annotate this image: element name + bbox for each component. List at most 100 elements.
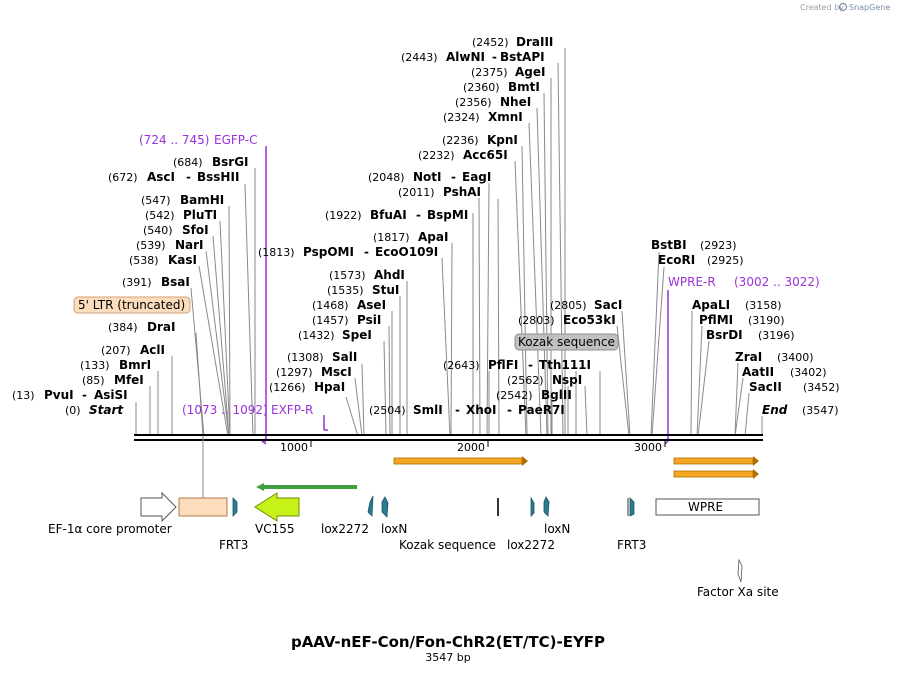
orf-arrow-right-1 — [673, 456, 759, 466]
features — [140, 436, 760, 583]
site-pos: (391) — [122, 276, 152, 289]
site-name: EagI — [462, 170, 491, 184]
site-pos: (540) — [143, 224, 173, 237]
ltr-feature-box — [178, 497, 228, 517]
primer-pos: (724 .. 745) — [139, 133, 209, 147]
wpre-feature-box — [655, 498, 760, 516]
feature-labels: EF-1α core promoter FRT3 VC155 lox2272 l… — [48, 500, 779, 599]
site-pos: (1468) — [312, 299, 349, 312]
ltr-label-box: 5' LTR (truncated) — [73, 296, 191, 314]
frt3-a-feature — [232, 497, 238, 517]
site-pos: (13) — [12, 389, 35, 402]
site-name: AsiSI — [94, 388, 128, 402]
primer-pos: (3002 .. 3022) — [734, 275, 820, 289]
site-name-start: Start — [89, 403, 124, 417]
site-pos: (2803) — [518, 314, 555, 327]
green-orf-arrow — [256, 483, 357, 491]
credit-brand: SnapGene — [849, 3, 890, 12]
site-name: BstBI — [651, 238, 687, 252]
loxn-b-label: loxN — [544, 522, 570, 536]
frt3-a-label: FRT3 — [219, 538, 248, 552]
site-pos: (2542) — [496, 389, 533, 402]
svg-text:-: - — [492, 50, 497, 64]
site-pos: (1297) — [276, 366, 313, 379]
snapgene-logo-icon — [838, 2, 848, 12]
site-name: BssHII — [197, 170, 239, 184]
svg-text:-: - — [451, 170, 456, 184]
site-name: BglII — [541, 388, 572, 402]
site-name: BmrI — [119, 358, 151, 372]
primer-labels: (724 .. 745) EGFP-C (1073 .. 1092) EXFP-… — [139, 133, 820, 417]
site-name: ApaI — [418, 230, 448, 244]
vc155-label: VC155 — [255, 522, 295, 536]
site-pos: (2236) — [442, 134, 479, 147]
ruler-tick-3000: 3000 — [634, 441, 662, 454]
site-name: Acc65I — [463, 148, 508, 162]
site-pos: (542) — [145, 209, 175, 222]
site-name: BfuAI — [370, 208, 407, 222]
site-pos: (3400) — [777, 351, 814, 364]
site-pos: (2925) — [707, 254, 744, 267]
svg-text:-: - — [82, 388, 87, 402]
orf-arrow-right-2 — [673, 469, 759, 479]
kozak-box-label: Kozak sequence — [518, 335, 615, 349]
vc155-arrow — [254, 492, 300, 522]
site-name: NheI — [500, 95, 531, 109]
site-pos: (2923) — [700, 239, 737, 252]
credit-prefix: Created by — [800, 3, 844, 12]
site-pos: (3452) — [803, 381, 840, 394]
site-name: StuI — [372, 283, 399, 297]
site-pos: (2443) — [401, 51, 438, 64]
site-name: AhdI — [374, 268, 405, 282]
site-name: PvuI — [44, 388, 74, 402]
site-pos: (2356) — [455, 96, 492, 109]
factor-xa-label: Factor Xa site — [697, 585, 779, 599]
site-pos: (1457) — [312, 314, 349, 327]
site-name: Eco53kI — [563, 313, 616, 327]
site-name: AatII — [742, 365, 774, 379]
site-name: AlwNI — [446, 50, 485, 64]
site-name: NspI — [552, 373, 582, 387]
site-pos: (2360) — [463, 81, 500, 94]
site-pos: (2232) — [418, 149, 455, 162]
ruler: 1000 2000 3000 — [280, 441, 666, 454]
frt3-b-label: FRT3 — [617, 538, 646, 552]
lox2272-a-label: lox2272 — [321, 522, 369, 536]
ruler-tick-2000: 2000 — [457, 441, 485, 454]
site-name-end: End — [762, 403, 788, 417]
site-pos: (1308) — [287, 351, 324, 364]
site-name: AclI — [140, 343, 165, 357]
site-pos: (3158) — [745, 299, 782, 312]
site-name: DraI — [147, 320, 175, 334]
site-pos: (1922) — [325, 209, 362, 222]
site-pos: (2011) — [398, 186, 435, 199]
site-pos: (3190) — [748, 314, 785, 327]
leader-lines — [135, 48, 763, 437]
orf-arrows — [256, 456, 759, 491]
site-pos: (1266) — [269, 381, 306, 394]
site-pos: (2562) — [507, 374, 544, 387]
site-name: BsrGI — [212, 155, 249, 169]
site-name: HpaI — [314, 380, 345, 394]
site-name: SmlI — [413, 403, 443, 417]
svg-text:-: - — [186, 170, 191, 184]
site-name: DraIII — [516, 35, 553, 49]
site-name: SacI — [594, 298, 622, 312]
site-name: EcoRI — [658, 253, 695, 267]
svg-text:-: - — [507, 403, 512, 417]
site-name: BmtI — [508, 80, 540, 94]
site-name: AscI — [147, 170, 175, 184]
ruler-tick-1000: 1000 — [280, 441, 308, 454]
site-name: NotI — [413, 170, 442, 184]
site-pos: (2048) — [368, 171, 405, 184]
svg-text:-: - — [364, 245, 369, 259]
site-pos: (2452) — [472, 36, 509, 49]
loxn-a-label: loxN — [381, 522, 407, 536]
site-name: XhoI — [466, 403, 497, 417]
frt3-b-feature — [629, 497, 635, 517]
site-pos: (207) — [101, 344, 131, 357]
site-name: PshAI — [443, 185, 481, 199]
restriction-sites: (2452) DraIII (2443) AlwNI BstAPI - (237… — [12, 35, 840, 417]
site-name: NarI — [175, 238, 204, 252]
